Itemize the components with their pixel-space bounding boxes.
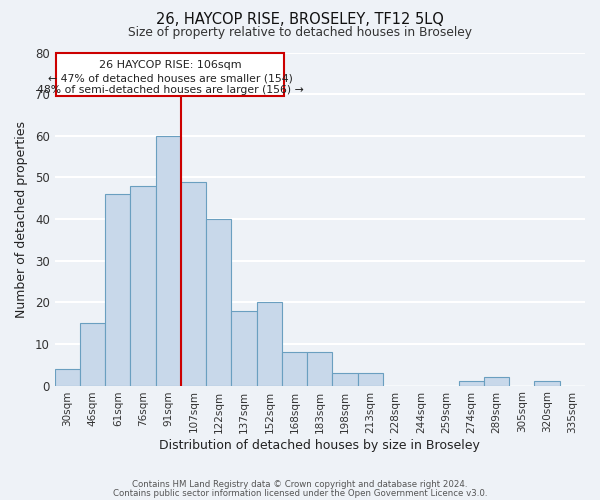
Y-axis label: Number of detached properties: Number of detached properties xyxy=(15,120,28,318)
Bar xyxy=(232,310,257,386)
Text: 26, HAYCOP RISE, BROSELEY, TF12 5LQ: 26, HAYCOP RISE, BROSELEY, TF12 5LQ xyxy=(156,12,444,28)
Bar xyxy=(332,373,358,386)
Bar xyxy=(257,302,282,386)
FancyBboxPatch shape xyxy=(56,52,284,96)
Bar xyxy=(80,323,105,386)
Text: 26 HAYCOP RISE: 106sqm: 26 HAYCOP RISE: 106sqm xyxy=(99,60,242,70)
Bar xyxy=(55,369,80,386)
Bar xyxy=(206,219,232,386)
X-axis label: Distribution of detached houses by size in Broseley: Distribution of detached houses by size … xyxy=(160,440,480,452)
Bar xyxy=(484,377,509,386)
Bar xyxy=(105,194,130,386)
Bar xyxy=(307,352,332,386)
Bar xyxy=(155,136,181,386)
Text: Contains public sector information licensed under the Open Government Licence v3: Contains public sector information licen… xyxy=(113,489,487,498)
Bar xyxy=(282,352,307,386)
Text: Contains HM Land Registry data © Crown copyright and database right 2024.: Contains HM Land Registry data © Crown c… xyxy=(132,480,468,489)
Bar xyxy=(181,182,206,386)
Text: ← 47% of detached houses are smaller (154): ← 47% of detached houses are smaller (15… xyxy=(48,74,293,84)
Bar xyxy=(358,373,383,386)
Bar xyxy=(130,186,155,386)
Text: Size of property relative to detached houses in Broseley: Size of property relative to detached ho… xyxy=(128,26,472,39)
Text: 48% of semi-detached houses are larger (156) →: 48% of semi-detached houses are larger (… xyxy=(37,85,304,95)
Bar xyxy=(459,382,484,386)
Bar xyxy=(535,382,560,386)
